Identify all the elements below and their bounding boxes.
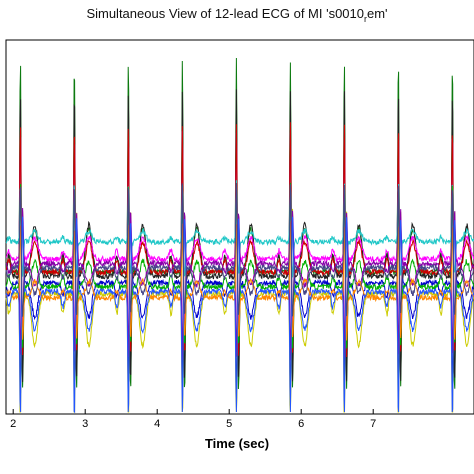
x-tick-label: 7 bbox=[370, 418, 376, 430]
plot-frame bbox=[5, 39, 474, 415]
x-tick-label: 2 bbox=[10, 418, 16, 430]
x-tick-label: 6 bbox=[298, 418, 304, 430]
x-axis-label: Time (sec) bbox=[204, 436, 270, 451]
title-main: Simultaneous View of 12-lead ECG of MI '… bbox=[86, 6, 364, 21]
series-group bbox=[5, 57, 474, 414]
title-end: em' bbox=[367, 6, 388, 21]
ecg-lead-line-9 bbox=[5, 207, 474, 361]
title-subscript: r bbox=[364, 14, 367, 24]
ecg-lead-line-12 bbox=[5, 182, 474, 317]
ecg-lead-line-10 bbox=[5, 221, 474, 341]
plot-area bbox=[5, 39, 474, 415]
x-tick-label: 4 bbox=[154, 418, 160, 430]
x-tick-label: 5 bbox=[226, 418, 232, 430]
chart-title: Simultaneous View of 12-lead ECG of MI '… bbox=[0, 6, 474, 24]
x-tick-label: 3 bbox=[82, 418, 88, 430]
x-axis: 2 3 4 5 6 7 bbox=[10, 409, 376, 430]
